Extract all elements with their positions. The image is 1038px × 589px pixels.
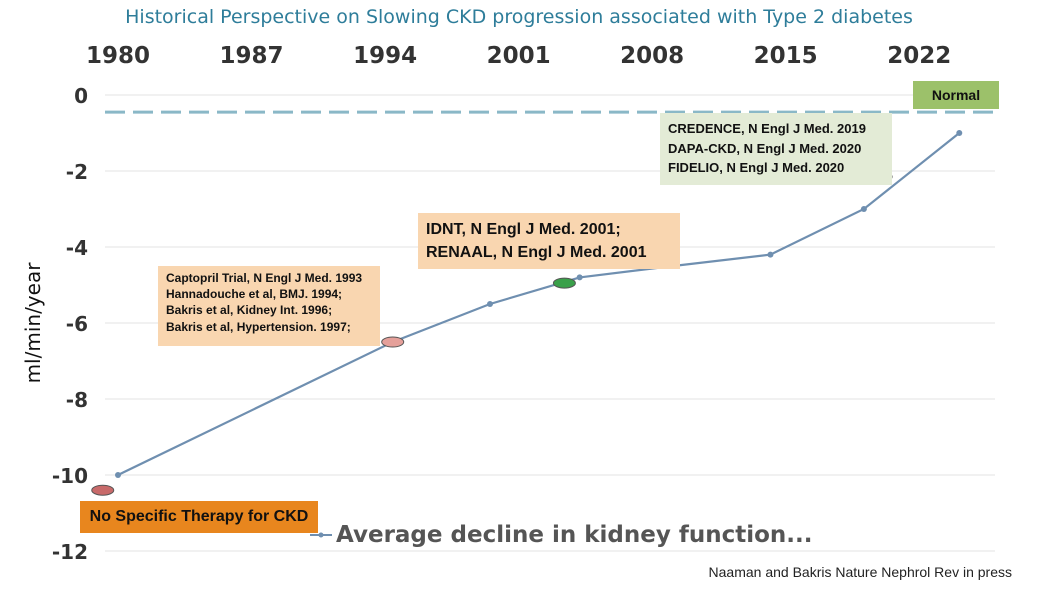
x-tick-label: 2001 bbox=[487, 43, 551, 69]
y-axis-label: ml/min/year bbox=[21, 262, 45, 384]
annotation-normal: Normal bbox=[913, 81, 999, 109]
x-tick-label: 1987 bbox=[220, 43, 284, 69]
data-point bbox=[767, 251, 774, 258]
annotation-line: IDNT, N Engl J Med. 2001; bbox=[426, 221, 621, 238]
x-tick-label: 2008 bbox=[620, 43, 684, 69]
legend-line-icon bbox=[310, 532, 332, 538]
y-tick-label: -6 bbox=[66, 312, 88, 336]
y-tick-label: -8 bbox=[66, 388, 88, 412]
data-point bbox=[860, 206, 867, 212]
annotation-line: Captopril Trial, N Engl J Med. 1993 bbox=[166, 271, 363, 285]
highlight-marker bbox=[552, 277, 576, 289]
highlight-marker bbox=[91, 484, 115, 496]
annotation-line: CREDENCE, N Engl J Med. 2019 bbox=[668, 121, 866, 136]
chart-title: Historical Perspective on Slowing CKD pr… bbox=[125, 6, 913, 28]
annotation-credence: CREDENCE, N Engl J Med. 2019 DAPA-CKD, N… bbox=[660, 113, 892, 185]
annotation-line: RENAAL, N Engl J Med. 2001 bbox=[426, 244, 647, 262]
x-tick-label: 1980 bbox=[86, 43, 150, 69]
x-tick-label: 1994 bbox=[353, 43, 417, 69]
highlight-marker bbox=[381, 336, 405, 348]
annotation-line: Bakris et al, Hypertension. 1997; bbox=[166, 319, 351, 334]
legend-series-label: Average decline in kidney function... bbox=[336, 522, 813, 548]
y-tick-label: -4 bbox=[66, 236, 88, 260]
annotation-line: FIDELIO, N Engl J Med. 2020 bbox=[668, 160, 845, 175]
source-citation: Naaman and Bakris Nature Nephrol Rev in … bbox=[708, 564, 1012, 580]
data-point bbox=[576, 274, 583, 281]
annotation-captopril: Captopril Trial, N Engl J Med. 1993 Hann… bbox=[158, 266, 380, 346]
data-point bbox=[487, 301, 493, 307]
annotation-line: DAPA-CKD, N Engl J Med. 2020 bbox=[668, 140, 862, 156]
annotation-line: Hannadouche et al, BMJ. 1994; bbox=[166, 287, 343, 302]
series-line bbox=[117, 132, 960, 476]
y-tick-label: -2 bbox=[66, 160, 88, 184]
data-point bbox=[115, 472, 121, 478]
x-tick-label: 2022 bbox=[887, 43, 951, 69]
y-tick-label: 0 bbox=[74, 84, 88, 108]
data-point bbox=[956, 130, 963, 136]
annotation-no-specific-therapy: No Specific Therapy for CKD bbox=[80, 501, 318, 533]
legend: Average decline in kidney function... bbox=[310, 522, 813, 548]
y-tick-label: -12 bbox=[52, 540, 88, 564]
annotation-line: Bakris et al, Kidney Int. 1996; bbox=[166, 303, 333, 318]
y-tick-label: -10 bbox=[52, 464, 88, 488]
x-tick-label: 2015 bbox=[754, 43, 818, 69]
annotation-idnt: IDNT, N Engl J Med. 2001; RENAAL, N Engl… bbox=[418, 213, 680, 269]
